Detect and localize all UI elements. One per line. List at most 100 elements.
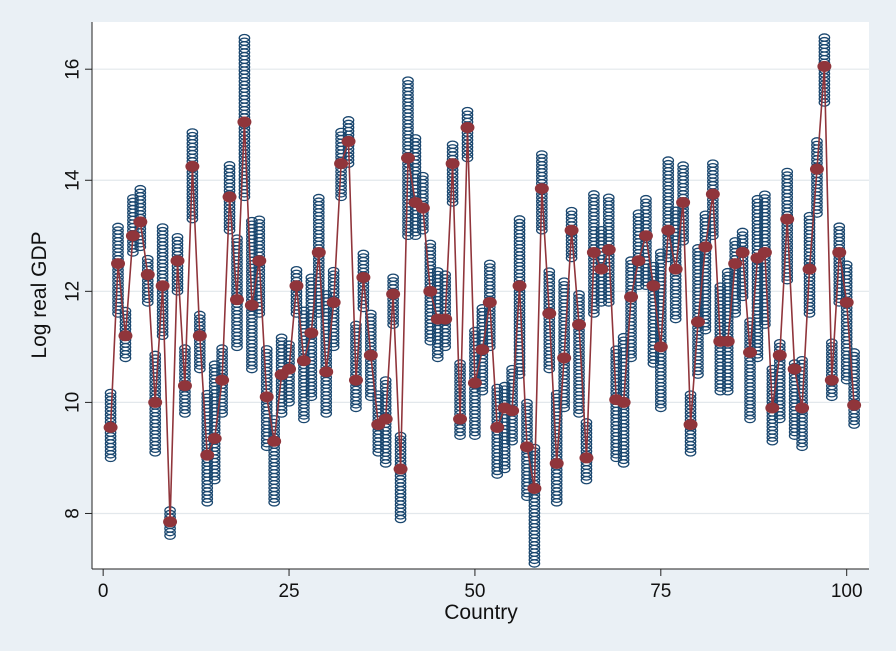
observation-point (246, 220, 258, 229)
mean-point (252, 255, 267, 267)
observation-point (208, 363, 221, 373)
mean-point (423, 285, 438, 297)
mean-point (601, 244, 616, 256)
observation-point (796, 359, 808, 369)
mean-point (638, 230, 653, 242)
mean-point (505, 405, 520, 417)
observation-point (781, 167, 794, 177)
mean-point (832, 246, 847, 258)
observation-point (640, 194, 652, 204)
observation-point (223, 164, 236, 174)
observation-point (364, 309, 377, 319)
mean-series (103, 60, 862, 528)
mean-point (311, 246, 326, 258)
mean-point (445, 158, 460, 170)
mean-point (229, 294, 244, 306)
observation-point (290, 265, 303, 275)
observation-point (260, 348, 273, 358)
observation-point (521, 398, 533, 408)
mean-point (676, 196, 691, 208)
observation-point (535, 150, 548, 159)
observation-point (350, 324, 362, 333)
mean-point (795, 402, 810, 414)
observation-point (402, 76, 414, 85)
observation-point (736, 231, 749, 240)
mean-point (757, 246, 772, 258)
observation-point (483, 263, 496, 272)
mean-point (282, 363, 297, 375)
x-tick-label: 50 (464, 581, 485, 602)
observation-point (327, 270, 340, 279)
observation-point (833, 222, 846, 231)
observation-point (565, 210, 578, 219)
observation-point (669, 210, 682, 219)
observation-point (350, 320, 362, 330)
mean-point (519, 441, 534, 453)
observation-point (610, 349, 623, 358)
mean-point (586, 246, 601, 258)
observation-point (781, 171, 794, 180)
observation-point (610, 345, 623, 354)
mean-point (668, 263, 683, 275)
observation-point (558, 280, 570, 290)
observation-point (565, 206, 578, 216)
observation-point (179, 347, 191, 357)
mean-point (579, 452, 594, 464)
observation-point (253, 219, 266, 228)
observation-point (290, 269, 303, 279)
observation-point (647, 265, 660, 274)
observation-point (216, 344, 228, 353)
observation-point (409, 137, 422, 147)
observation-point (483, 259, 496, 269)
mean-point (296, 355, 311, 367)
observation-point (171, 236, 184, 246)
observation-point (156, 223, 169, 232)
mean-point (133, 216, 148, 228)
observation-point (848, 351, 860, 361)
mean-point (824, 374, 839, 386)
observation-point (543, 270, 556, 280)
observation-point (491, 383, 504, 393)
observation-point (268, 418, 281, 428)
observation-point (662, 159, 675, 169)
observation-point (141, 254, 154, 264)
observation-point (283, 344, 295, 353)
mean-point (155, 280, 170, 292)
observation-point (134, 184, 147, 194)
mean-point (624, 291, 639, 303)
mean-point (839, 296, 854, 308)
mean-point (631, 255, 646, 267)
observation-point (684, 390, 697, 399)
observation-point (424, 239, 437, 249)
y-tick-label: 10 (63, 392, 84, 413)
observation-point (461, 106, 474, 116)
observation-point (602, 197, 615, 206)
observation-point (573, 290, 585, 299)
observation-point (513, 218, 526, 228)
mean-point (118, 330, 133, 342)
mean-point (415, 202, 430, 214)
observation-point (454, 359, 466, 368)
mean-point (185, 160, 200, 172)
observation-point (803, 215, 816, 224)
observation-point (141, 258, 154, 267)
observation-point (811, 137, 823, 146)
mean-point (111, 258, 126, 270)
mean-point (809, 163, 824, 175)
observation-point (312, 193, 325, 203)
observation-point (409, 134, 422, 143)
mean-point (817, 60, 832, 72)
observation-point (759, 190, 771, 199)
observation-point (647, 261, 660, 271)
observation-point (535, 153, 548, 163)
observation-point (833, 225, 846, 235)
observation-point (729, 240, 742, 250)
observation-point (491, 387, 504, 396)
observation-point (238, 37, 251, 46)
observation-point (446, 144, 459, 153)
y-axis-ticks: 8 10 12 14 16 (63, 59, 92, 519)
observation-point (721, 267, 734, 277)
observation-point (506, 364, 518, 374)
observation-point (402, 79, 414, 89)
observation-point (327, 266, 340, 276)
